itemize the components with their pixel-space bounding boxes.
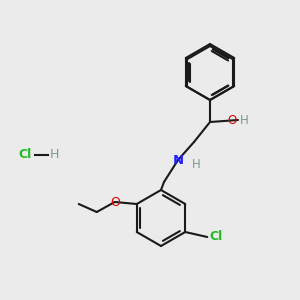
Text: N: N [172,154,184,166]
Text: H: H [240,113,249,127]
Text: H: H [50,148,59,161]
Text: O: O [228,113,237,127]
Text: H: H [192,158,201,170]
Text: Cl: Cl [19,148,32,161]
Text: Cl: Cl [209,230,223,244]
Text: O: O [110,196,120,208]
